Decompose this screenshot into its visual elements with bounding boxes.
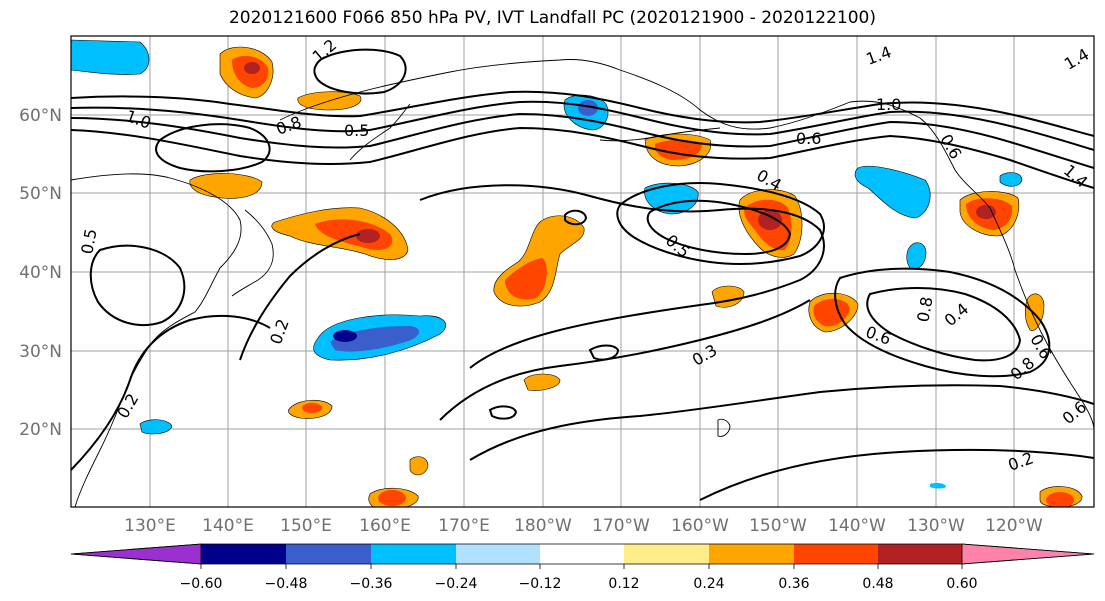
lon-label: 170°E	[438, 516, 490, 536]
colorbar-segment	[878, 544, 962, 564]
contour-line	[564, 209, 588, 226]
lon-label: 150°W	[749, 516, 807, 536]
positive-anomaly	[758, 210, 782, 230]
colorbar-segment	[709, 544, 794, 564]
colorbar-tick-label: −0.36	[350, 576, 393, 592]
colorbar-tick-label: −0.24	[435, 576, 478, 592]
contour-line	[239, 233, 361, 361]
lon-label: 160°W	[671, 516, 729, 536]
contour-line	[488, 405, 518, 420]
negative-anomaly	[854, 165, 931, 219]
contour-line	[71, 112, 1094, 169]
coastline-kamchatka	[349, 103, 411, 161]
latitude-labels: 60°N 50°N 40°N 30°N 20°N	[19, 106, 62, 440]
negative-anomaly	[71, 39, 150, 75]
colorbar-segment	[201, 544, 286, 564]
colorbar-tick-label: −0.12	[519, 576, 562, 592]
contour-line	[834, 267, 1051, 378]
lat-label: 60°N	[19, 106, 62, 126]
positive-anomaly	[976, 205, 996, 219]
contour-label: 0.5	[77, 227, 100, 255]
lon-label: 180°W	[514, 516, 572, 536]
positive-anomaly	[1046, 492, 1074, 507]
colorbar-tick-label: 0.12	[608, 576, 639, 592]
colorbar-tick-label: 0.48	[862, 576, 893, 592]
map-frame	[70, 35, 1095, 508]
lon-label: 170°W	[592, 516, 650, 536]
lat-label: 50°N	[19, 184, 62, 204]
negative-anomaly	[644, 182, 699, 215]
coastline-alaska	[619, 69, 991, 209]
colorbar-tick-label: −0.48	[265, 576, 308, 592]
lon-label: 160°E	[359, 516, 411, 536]
colorbar-segment	[286, 544, 371, 564]
contour-line	[419, 184, 825, 369]
contour-label: 0.5	[344, 121, 369, 140]
contour-line	[616, 181, 825, 265]
negative-anomaly	[333, 330, 357, 342]
positive-anomaly	[244, 62, 260, 74]
positive-anomaly	[409, 456, 429, 476]
contour-line	[71, 90, 1094, 137]
contour-label: 0.6	[796, 129, 821, 148]
positive-anomaly	[523, 373, 561, 391]
coastline-japan	[231, 209, 274, 297]
ivt-contours	[71, 48, 1094, 501]
negative-anomaly	[906, 242, 927, 270]
negative-anomaly	[578, 100, 598, 116]
contour-label: 1.0	[876, 95, 901, 114]
contour-line	[646, 199, 792, 256]
negative-anomaly	[930, 483, 946, 489]
lat-label: 40°N	[19, 263, 62, 283]
contour-line	[155, 123, 271, 173]
negative-anomaly	[999, 172, 1023, 187]
lon-label: 130°W	[907, 516, 965, 536]
contour-line	[89, 244, 186, 327]
colorbar-tick-label: 0.60	[946, 576, 977, 592]
colorbar-segment	[794, 544, 878, 564]
coastline-asia	[71, 173, 242, 507]
negative-anomaly	[139, 419, 173, 435]
contour-line	[866, 287, 1022, 362]
colorbar-segment	[371, 544, 456, 564]
lat-label: 20°N	[19, 420, 62, 440]
lon-label: 140°W	[828, 516, 886, 536]
contour-label: 0.8	[913, 295, 936, 323]
positive-anomaly	[302, 403, 322, 413]
colorbar-tick-label: 0.24	[693, 576, 724, 592]
contour-line	[71, 126, 1094, 189]
colorbar-segment	[624, 544, 709, 564]
contour-line	[71, 100, 1094, 151]
longitude-labels: 130°E 140°E 150°E 160°E 170°E 180°W 170°…	[124, 516, 1043, 536]
contour-line	[313, 48, 407, 95]
colorbar-segment	[456, 544, 540, 564]
lat-label: 30°N	[19, 342, 62, 362]
contour-line	[469, 384, 1094, 461]
positive-anomaly	[505, 258, 547, 300]
contour-line	[71, 314, 271, 471]
coastline-hawaii	[717, 418, 731, 437]
lon-label: 140°E	[202, 516, 254, 536]
positive-anomaly	[356, 229, 380, 243]
lon-label: 120°W	[985, 516, 1043, 536]
positive-anomaly	[1024, 293, 1045, 331]
lon-label: 150°E	[280, 516, 332, 536]
colorbar-extend-high	[961, 543, 1095, 565]
colorbar	[70, 543, 1095, 569]
colorbar-extend-low	[70, 543, 202, 565]
colorbar-segment	[540, 544, 624, 564]
positive-anomaly	[378, 490, 406, 506]
contour-line	[699, 448, 1094, 501]
contour-line	[439, 299, 811, 421]
contour-line	[588, 344, 620, 361]
lon-label: 130°E	[124, 516, 176, 536]
map-title: 2020121600 F066 850 hPa PV, IVT Landfall…	[228, 8, 876, 28]
colorbar-tick-labels: −0.60 −0.48 −0.36 −0.24 −0.12 0.12 0.24 …	[180, 576, 978, 592]
colorbar-tick-label: −0.60	[180, 576, 223, 592]
colorbar-tick-label: 0.36	[778, 576, 809, 592]
positive-anomaly	[813, 298, 850, 327]
coastline-siberia	[279, 59, 621, 121]
